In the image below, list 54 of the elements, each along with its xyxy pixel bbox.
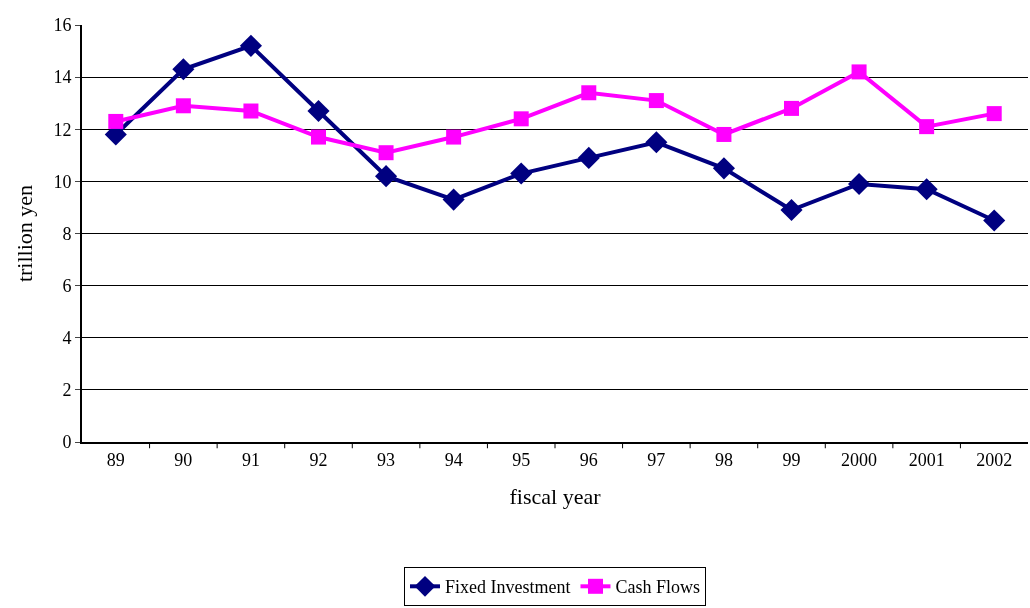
point <box>851 64 867 80</box>
y-tick-label: 0 <box>62 432 72 453</box>
point <box>784 100 799 116</box>
y-tick-label: 10 <box>53 171 72 192</box>
point <box>513 111 529 127</box>
y-tick-label: 6 <box>62 275 72 296</box>
x-tick-label: 97 <box>647 449 666 470</box>
point <box>446 129 462 145</box>
point <box>780 198 803 222</box>
y-tick-label: 16 <box>53 15 72 36</box>
point <box>510 162 533 185</box>
y-tick-label: 8 <box>62 223 72 244</box>
point <box>648 93 664 109</box>
x-tick-label: 95 <box>512 449 531 470</box>
point <box>108 113 124 129</box>
y-tick-label: 14 <box>53 67 72 88</box>
x-tick-label: 91 <box>241 449 260 470</box>
point <box>239 34 262 57</box>
point <box>577 146 600 169</box>
point <box>378 145 394 161</box>
x-tick-label: 2000 <box>841 449 878 470</box>
y-tick-label: 4 <box>62 328 72 349</box>
x-tick-label: 96 <box>579 449 598 470</box>
x-tick-label: 89 <box>106 449 125 470</box>
point <box>175 98 191 114</box>
legend-label: Fixed Investment <box>445 577 571 598</box>
x-tick-label: 94 <box>444 449 463 470</box>
point <box>712 157 735 180</box>
point <box>915 178 938 201</box>
y-axis-title: trillion yen <box>11 184 37 283</box>
point <box>581 85 597 101</box>
y-tick-label: 12 <box>53 119 72 140</box>
point <box>983 209 1006 232</box>
x-tick-label: 90 <box>174 449 193 470</box>
x-axis-title: fiscal year <box>509 484 602 509</box>
point <box>307 99 330 123</box>
point <box>442 188 465 211</box>
point <box>986 106 1002 122</box>
point <box>919 119 935 135</box>
point <box>172 58 195 81</box>
x-tick-label: 92 <box>309 449 328 470</box>
x-tick-label: 93 <box>377 449 396 470</box>
point <box>311 129 326 145</box>
x-tick-label: 2002 <box>976 449 1013 470</box>
x-tick-label: 98 <box>714 449 733 470</box>
x-tick-label: 99 <box>782 449 801 470</box>
point <box>375 165 398 188</box>
point <box>243 103 259 119</box>
point <box>716 126 732 142</box>
y-tick-label: 2 <box>62 380 72 401</box>
legend-label: Cash Flows <box>615 577 700 598</box>
x-tick-label: 2001 <box>908 449 945 470</box>
point <box>645 131 668 154</box>
point <box>848 172 871 196</box>
